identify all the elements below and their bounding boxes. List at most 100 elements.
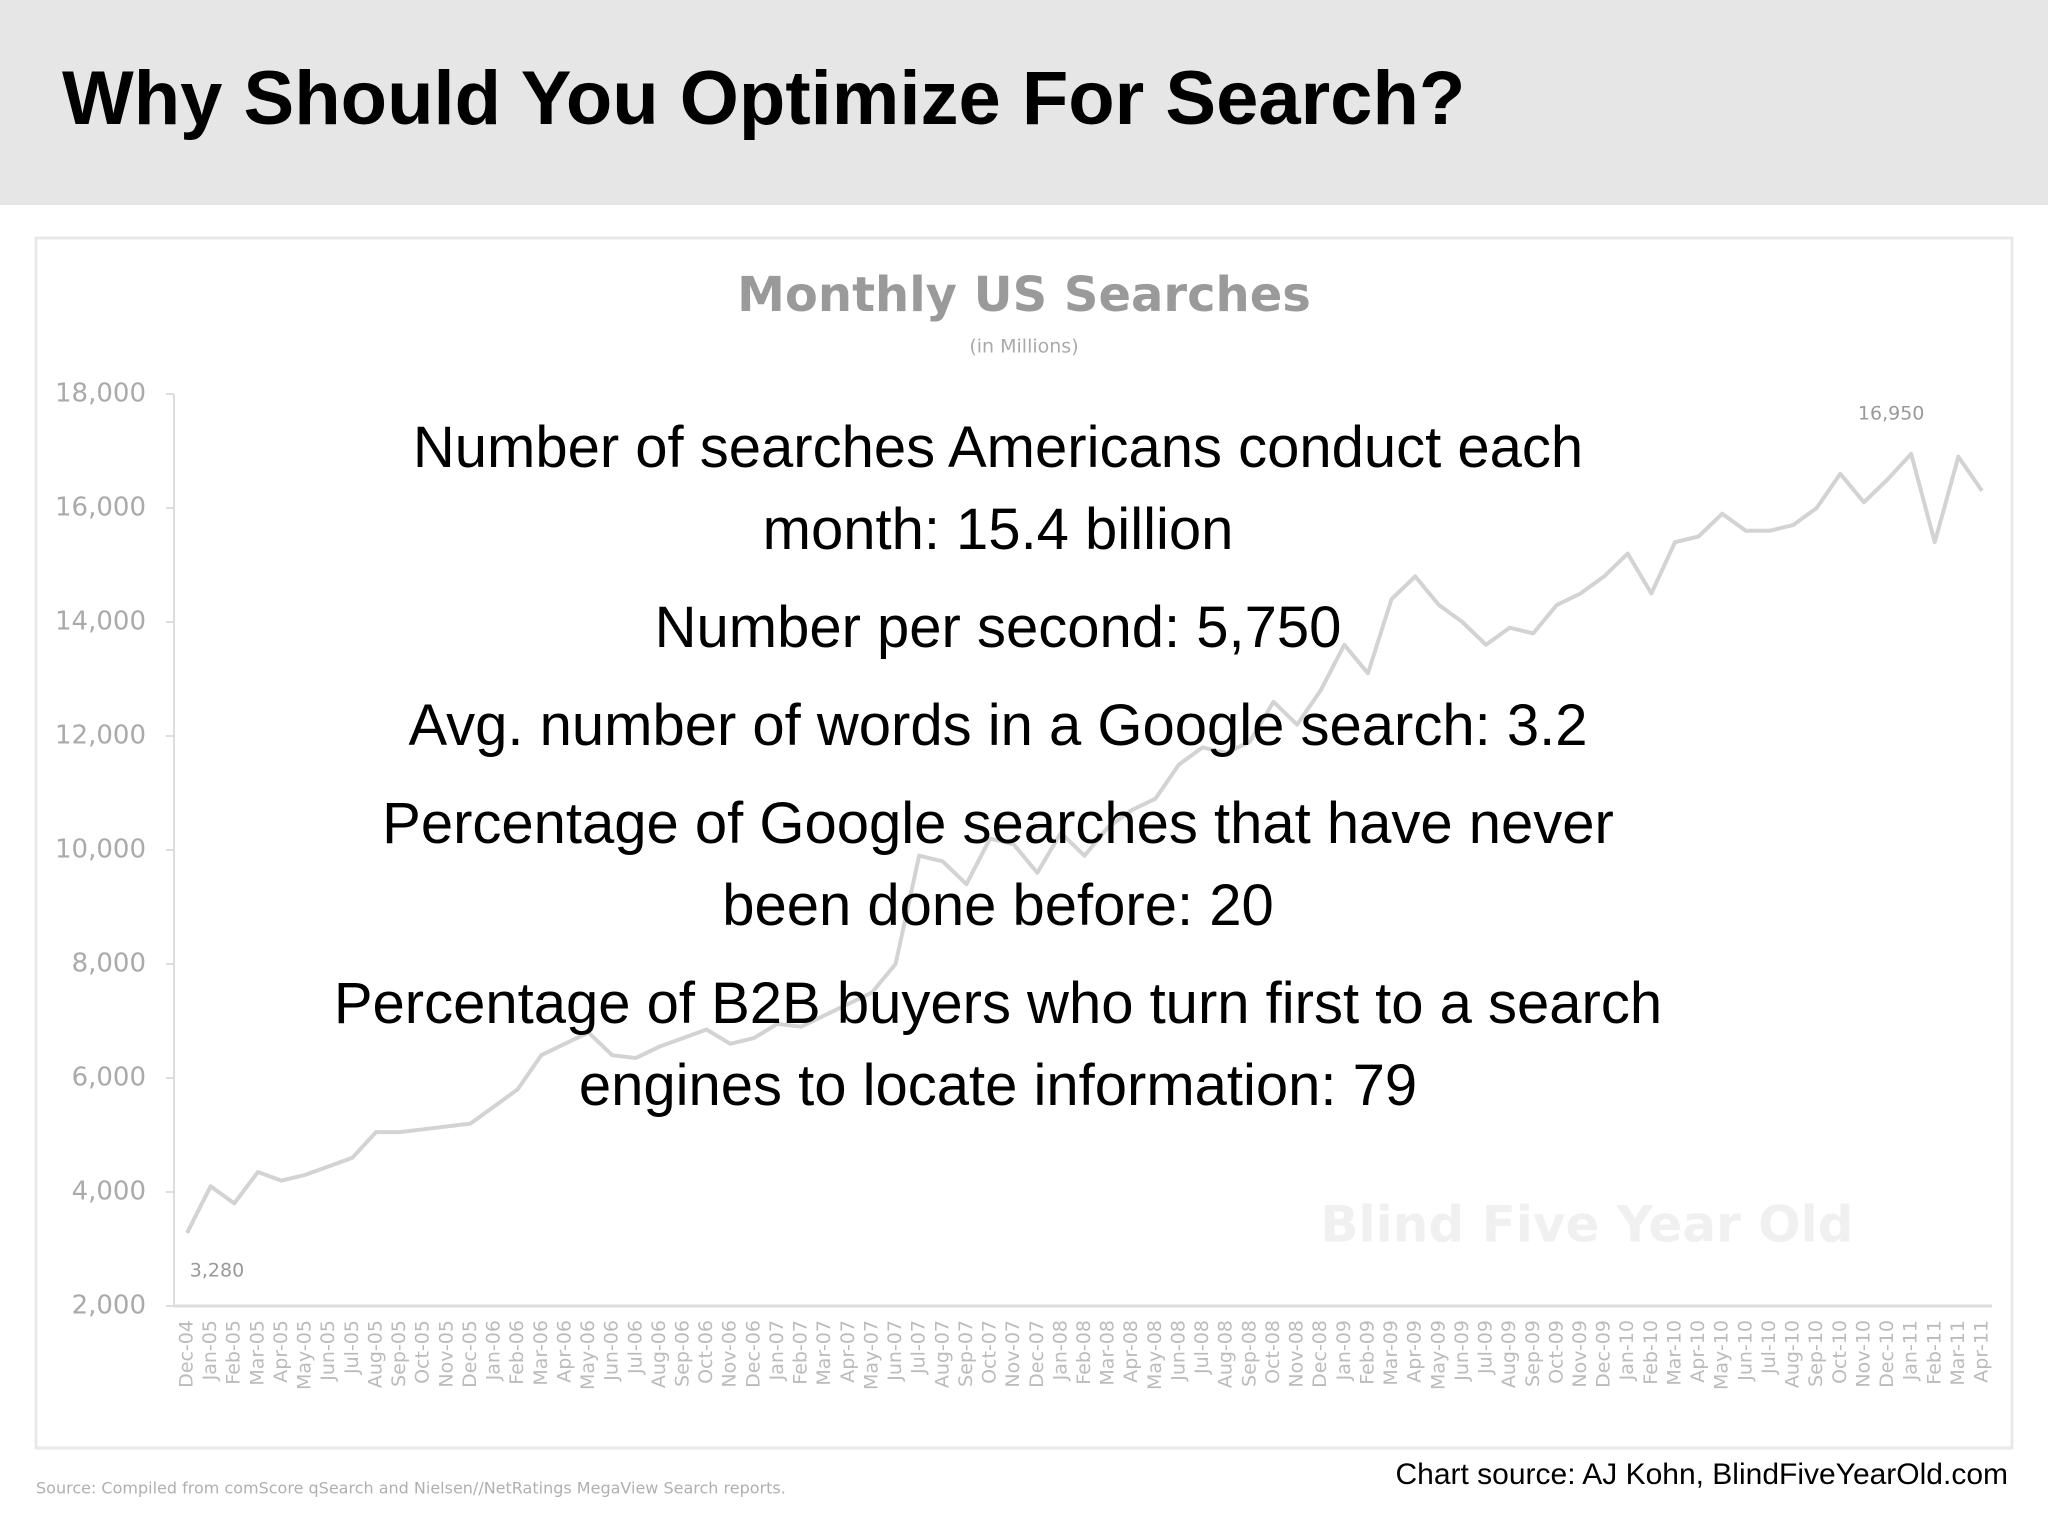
- series-line: [185, 451, 1984, 1234]
- x-tick-label: Nov-08: [1286, 1320, 1308, 1388]
- bullet: Percentage of Google searches that have …: [382, 791, 1614, 938]
- x-tick-label: Dec-04: [176, 1320, 198, 1388]
- x-tick-label: Nov-06: [719, 1320, 741, 1388]
- bullet: Percentage of B2B buyers who turn first …: [333, 971, 1663, 1118]
- x-tick-label: Aug-09: [1498, 1320, 1520, 1388]
- x-tick-label: Dec-10: [1876, 1320, 1898, 1388]
- x-tick-label: Nov-10: [1852, 1320, 1874, 1388]
- x-tick-label: Jul-06: [624, 1320, 646, 1375]
- x-tick-label: Apr-06: [553, 1320, 575, 1383]
- watermark: Blind Five Year Old: [1320, 1196, 1853, 1254]
- x-tick-label: Jan-09: [1333, 1320, 1355, 1381]
- x-tick-label: May-09: [1427, 1320, 1449, 1390]
- x-tick-label: Dec-07: [1026, 1320, 1048, 1388]
- x-tick-label: Aug-06: [648, 1320, 670, 1388]
- credit: Chart source: AJ Kohn, BlindFiveYearOld.…: [1395, 1458, 2008, 1491]
- x-tick-label: Jun-06: [601, 1320, 623, 1382]
- x-tick-label: Feb-06: [506, 1320, 528, 1385]
- x-tick-label: Nov-09: [1569, 1320, 1591, 1388]
- chart-frame: [34, 236, 2014, 1450]
- x-tick-label: Sep-09: [1522, 1320, 1544, 1387]
- x-tick-label: Feb-11: [1923, 1320, 1945, 1385]
- x-tick-label: Jan-08: [1049, 1320, 1071, 1381]
- x-tick-label: May-06: [577, 1320, 599, 1390]
- x-tick-label: Oct-10: [1829, 1320, 1851, 1384]
- x-tick-label: Oct-09: [1545, 1320, 1567, 1384]
- x-tick-label: May-10: [1711, 1320, 1733, 1390]
- chart-source: Source: Compiled from comScore qSearch a…: [36, 1479, 786, 1498]
- x-tick-label: Aug-07: [931, 1320, 953, 1388]
- x-tick-label: Mar-11: [1947, 1320, 1969, 1386]
- data-label: 3,280: [190, 1260, 244, 1282]
- y-tick-label: 14,000: [55, 607, 146, 637]
- y-tick-label: 2,000: [72, 1291, 146, 1321]
- x-tick-label: Oct-07: [979, 1320, 1001, 1384]
- x-tick-label: Mar-05: [246, 1320, 268, 1386]
- x-tick-label: Dec-08: [1309, 1320, 1331, 1388]
- x-tick-label: Jan-05: [199, 1320, 221, 1381]
- x-tick-label: Sep-10: [1805, 1320, 1827, 1387]
- x-tick-label: Mar-07: [813, 1320, 835, 1386]
- x-tick-label: May-08: [1144, 1320, 1166, 1390]
- x-tick-label: Jun-05: [317, 1320, 339, 1382]
- x-tick-label: Apr-05: [270, 1320, 292, 1383]
- x-tick-label: Mar-09: [1380, 1320, 1402, 1386]
- x-tick-label: Jun-07: [884, 1320, 906, 1382]
- x-tick-label: Aug-10: [1782, 1320, 1804, 1388]
- y-tick-label: 6,000: [72, 1063, 146, 1093]
- x-tick-label: Jan-06: [483, 1320, 505, 1381]
- bullet: Avg. number of words in a Google search:…: [408, 693, 1588, 758]
- y-tick-label: 4,000: [72, 1177, 146, 1207]
- x-tick-label: Dec-05: [459, 1320, 481, 1388]
- x-tick-label: Dec-09: [1593, 1320, 1615, 1388]
- x-tick-label: May-05: [294, 1320, 316, 1390]
- x-tick-label: Sep-07: [955, 1320, 977, 1387]
- x-tick-label: Sep-05: [388, 1320, 410, 1387]
- x-tick-label: Jul-10: [1758, 1320, 1780, 1375]
- x-tick-label: Mar-08: [1097, 1320, 1119, 1386]
- x-tick-label: Jun-08: [1167, 1320, 1189, 1382]
- x-tick-label: Jul-05: [341, 1320, 363, 1375]
- bullet: Number of searches Americans conduct eac…: [412, 415, 1584, 562]
- x-tick-label: Aug-05: [364, 1320, 386, 1388]
- x-tick-label: Apr-11: [1971, 1320, 1993, 1383]
- x-tick-label: Apr-10: [1687, 1320, 1709, 1383]
- x-tick-label: Mar-10: [1663, 1320, 1685, 1386]
- x-tick-label: Aug-08: [1215, 1320, 1237, 1388]
- x-tick-label: Sep-06: [671, 1320, 693, 1387]
- x-tick-label: May-07: [860, 1320, 882, 1390]
- y-tick-label: 18,000: [55, 379, 146, 409]
- x-tick-label: Jun-09: [1451, 1320, 1473, 1382]
- x-tick-label: Feb-09: [1356, 1320, 1378, 1385]
- x-tick-label: Dec-06: [742, 1320, 764, 1388]
- chart-title: Monthly US Searches: [737, 267, 1311, 323]
- x-tick-label: Feb-08: [1073, 1320, 1095, 1385]
- slide-title: Why Should You Optimize For Search?: [62, 56, 1465, 141]
- chart-subtitle: (in Millions): [969, 336, 1078, 358]
- y-tick-label: 12,000: [55, 721, 146, 751]
- x-tick-label: Feb-10: [1640, 1320, 1662, 1385]
- x-tick-label: Jul-07: [908, 1320, 930, 1375]
- x-tick-label: Jan-11: [1900, 1320, 1922, 1381]
- header-band: [0, 0, 2048, 205]
- y-tick-label: 10,000: [55, 835, 146, 865]
- x-tick-label: Nov-05: [435, 1320, 457, 1388]
- x-tick-label: Feb-05: [223, 1320, 245, 1385]
- bullet-list: Number of searches Americans conduct eac…: [318, 407, 1678, 1143]
- x-tick-label: Sep-08: [1238, 1320, 1260, 1387]
- y-tick-label: 16,000: [55, 493, 146, 523]
- y-tick-label: 8,000: [72, 949, 146, 979]
- bullet: Number per second: 5,750: [654, 595, 1342, 660]
- x-tick-label: Nov-07: [1002, 1320, 1024, 1388]
- x-tick-label: Feb-07: [790, 1320, 812, 1385]
- x-tick-label: Jul-09: [1475, 1320, 1497, 1375]
- x-tick-label: Oct-05: [412, 1320, 434, 1384]
- x-tick-label: Mar-06: [530, 1320, 552, 1386]
- x-tick-label: Apr-07: [837, 1320, 859, 1383]
- x-tick-label: Jan-07: [766, 1320, 788, 1381]
- data-label: 16,950: [1858, 402, 1924, 424]
- x-tick-label: Jun-10: [1734, 1320, 1756, 1382]
- x-tick-label: Jan-10: [1616, 1320, 1638, 1381]
